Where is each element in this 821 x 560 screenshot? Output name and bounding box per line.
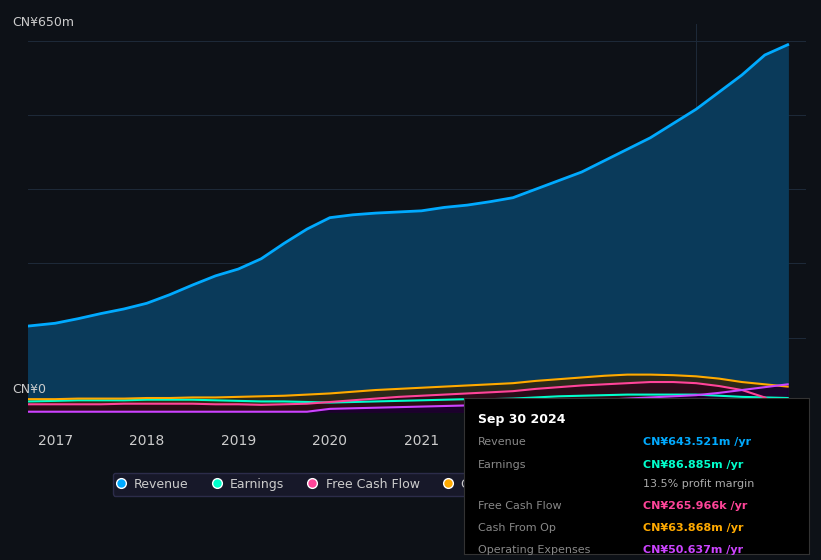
Text: CN¥650m: CN¥650m <box>12 16 74 29</box>
Text: Earnings: Earnings <box>478 460 526 470</box>
Text: Cash From Op: Cash From Op <box>478 523 556 533</box>
Legend: Revenue, Earnings, Free Cash Flow, Cash From Op, Operating Expenses: Revenue, Earnings, Free Cash Flow, Cash … <box>113 473 721 496</box>
Text: CN¥50.637m /yr: CN¥50.637m /yr <box>643 545 743 555</box>
Text: CN¥643.521m /yr: CN¥643.521m /yr <box>643 437 751 447</box>
Text: CN¥0: CN¥0 <box>12 384 46 396</box>
Text: CN¥86.885m /yr: CN¥86.885m /yr <box>643 460 744 470</box>
Text: Revenue: Revenue <box>478 437 526 447</box>
Text: CN¥63.868m /yr: CN¥63.868m /yr <box>643 523 744 533</box>
Text: Free Cash Flow: Free Cash Flow <box>478 501 562 511</box>
Text: 13.5% profit margin: 13.5% profit margin <box>643 479 754 489</box>
Text: Operating Expenses: Operating Expenses <box>478 545 590 555</box>
Text: CN¥265.966k /yr: CN¥265.966k /yr <box>643 501 748 511</box>
Text: Sep 30 2024: Sep 30 2024 <box>478 413 565 426</box>
